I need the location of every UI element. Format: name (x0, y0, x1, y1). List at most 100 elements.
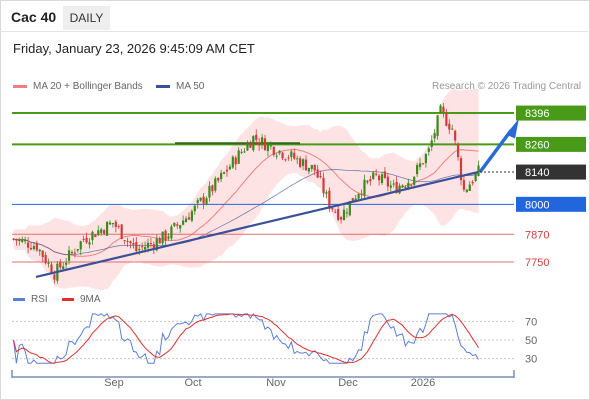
candle-body (246, 143, 249, 151)
candle-body (348, 201, 351, 216)
candle-body (47, 262, 50, 264)
candle-body (331, 208, 334, 210)
candle-body (234, 157, 237, 165)
candle-body (424, 154, 427, 164)
candle-body (94, 234, 97, 238)
candle-body (35, 243, 38, 251)
level-label-8140: 8140 (525, 167, 549, 179)
candle-body (143, 247, 147, 250)
candle-body (389, 185, 392, 188)
candle-body (176, 224, 179, 226)
candle-body (301, 159, 305, 166)
x-tick-Oct: Oct (184, 377, 201, 389)
candle-body (304, 159, 308, 171)
header-divider (0, 31, 588, 32)
candle-body (217, 177, 220, 181)
candle-body (357, 193, 360, 199)
candle-body (439, 105, 442, 113)
level-tag-8396 (516, 105, 586, 121)
candle-body (258, 142, 261, 146)
research-credit: Research © 2026 Trading Central (432, 81, 582, 92)
candle-body (310, 164, 313, 169)
candle-body (155, 238, 158, 251)
rsi-label: RSI (31, 294, 48, 305)
candle-body (433, 133, 436, 139)
candle-body (161, 231, 164, 244)
candle-body (44, 254, 47, 264)
candle-body (275, 155, 278, 157)
candle-body (404, 186, 407, 188)
candle-body (170, 226, 173, 239)
candle-body (342, 209, 346, 221)
candle-body (263, 138, 267, 151)
trendline-layer (35, 118, 519, 279)
candle-body (252, 135, 255, 151)
candle-body (70, 251, 74, 254)
level-tag-8260 (516, 136, 586, 152)
candle-body (445, 113, 448, 126)
candle-body (214, 178, 217, 191)
rsi-ma9-line (13, 313, 479, 364)
candle-body (29, 248, 33, 250)
candle-body (97, 230, 100, 236)
candle-body (421, 163, 425, 165)
x-tick-Dec: Dec (338, 377, 358, 389)
timeframe-tab[interactable]: DAILY (63, 6, 110, 30)
candle-body (339, 217, 343, 220)
ma20-line (13, 148, 479, 257)
level-tag-8140 (516, 164, 586, 180)
candle-body (284, 159, 287, 161)
candle-body (465, 189, 468, 192)
candle-body (114, 221, 117, 227)
candle-body (103, 230, 106, 234)
instrument-title: Cac 40 (11, 9, 57, 25)
candle-body (459, 158, 463, 181)
candle-body (328, 190, 331, 209)
candle-body (105, 221, 109, 236)
time-axis: Sep Oct Nov Dec 2026 (11, 370, 515, 389)
candle-body (62, 266, 65, 269)
level-labels-layer: 8396 8260 8140 8000 7870 7750 (516, 105, 586, 269)
candle-body (266, 143, 270, 152)
candle-body (182, 220, 185, 225)
candle-body (243, 151, 246, 153)
candle-body (413, 176, 416, 185)
candle-body (260, 137, 264, 144)
candle-body (120, 224, 123, 239)
candle-body (190, 211, 193, 221)
candle-body (67, 250, 71, 261)
candle-body (462, 180, 466, 190)
ma20-swatch-icon (13, 84, 27, 88)
candle-body (325, 192, 328, 194)
candle-body (360, 193, 363, 195)
moving-average-layer (13, 148, 479, 257)
candle-body (208, 185, 211, 198)
candle-body (377, 175, 381, 181)
candle-body (240, 151, 243, 153)
legend-ma20: MA 20 + Bollinger Bands (13, 81, 143, 92)
candle-body (129, 241, 132, 244)
candle-body (319, 175, 322, 178)
candle-body (146, 242, 150, 248)
candle-body (167, 236, 170, 239)
candle-body (179, 225, 182, 229)
candle-body (85, 237, 88, 243)
candle-body (222, 172, 226, 174)
candle-body (82, 239, 85, 241)
candle-body (141, 246, 144, 248)
candle-body (231, 156, 234, 168)
candle-body (418, 163, 422, 168)
candle-body (272, 146, 275, 155)
candle-body (50, 264, 53, 274)
candle-body (451, 128, 454, 130)
candle-body (427, 148, 430, 152)
candle-body (164, 230, 167, 241)
level-label-7750: 7750 (525, 257, 549, 269)
candle-body (436, 115, 439, 137)
candle-body (401, 185, 404, 187)
ma20-label: MA 20 + Bollinger Bands (33, 81, 143, 92)
candle-body (152, 244, 155, 249)
x-tick-2026: 2026 (411, 377, 435, 389)
candle-body (398, 185, 401, 194)
